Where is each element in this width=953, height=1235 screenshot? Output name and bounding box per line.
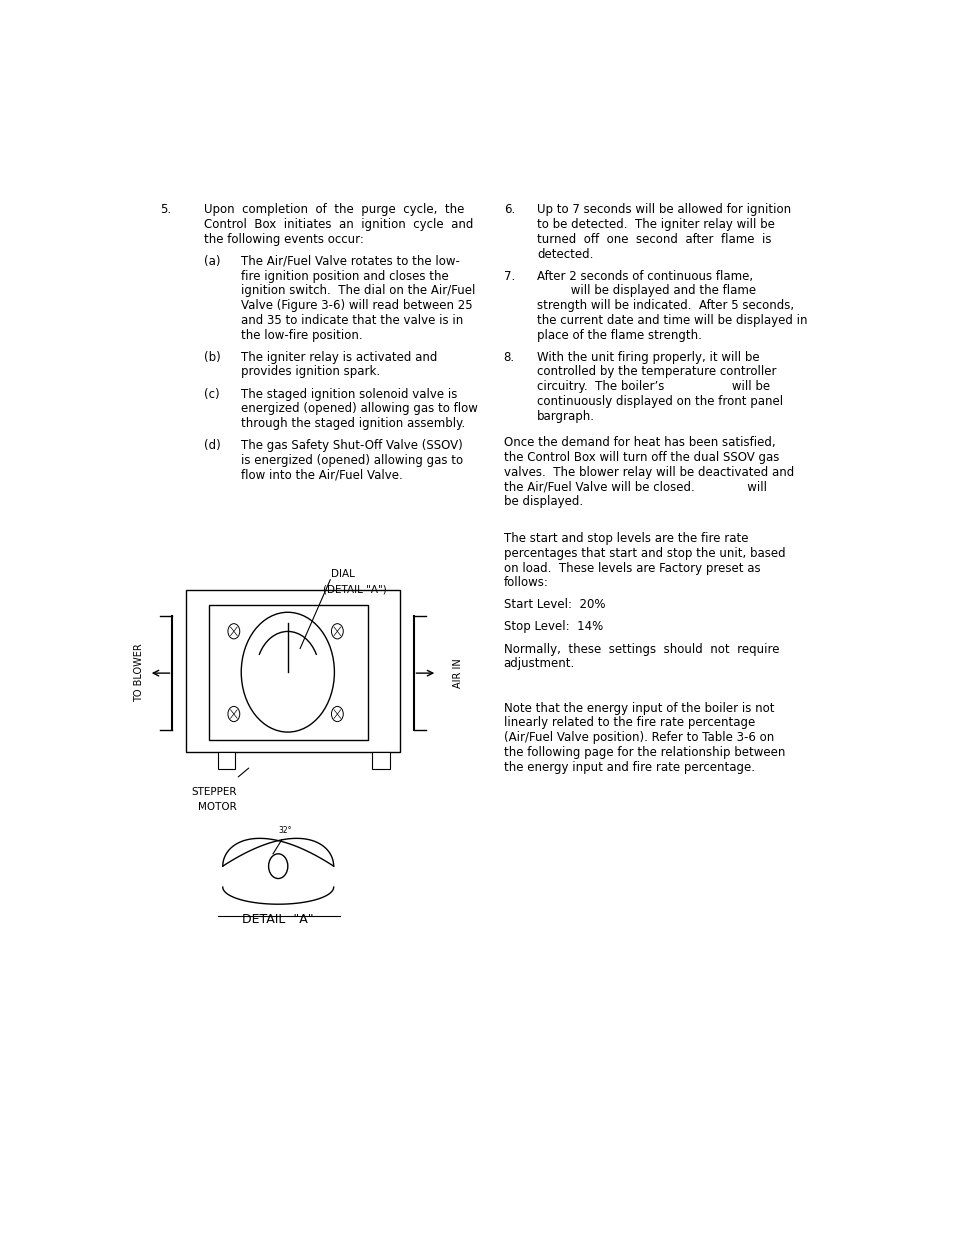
Text: bargraph.: bargraph.	[537, 410, 595, 422]
Text: energized (opened) allowing gas to flow: energized (opened) allowing gas to flow	[241, 403, 477, 415]
Text: Upon  completion  of  the  purge  cycle,  the: Upon completion of the purge cycle, the	[204, 204, 464, 216]
Text: (d): (d)	[204, 440, 221, 452]
Text: the following page for the relationship between: the following page for the relationship …	[503, 746, 784, 758]
Bar	[217, 752, 235, 769]
Text: 6.: 6.	[503, 204, 515, 216]
Text: (DETAIL "A"): (DETAIL "A")	[322, 584, 386, 595]
Text: After 2 seconds of continuous flame,: After 2 seconds of continuous flame,	[537, 269, 752, 283]
Text: follows:: follows:	[503, 577, 548, 589]
Text: the low-fire position.: the low-fire position.	[241, 329, 362, 342]
Text: (b): (b)	[204, 351, 221, 364]
Text: continuously displayed on the front panel: continuously displayed on the front pane…	[537, 395, 782, 408]
Bar	[372, 752, 390, 769]
Text: Note that the energy input of the boiler is not: Note that the energy input of the boiler…	[503, 701, 774, 715]
Text: on load.  These levels are Factory preset as: on load. These levels are Factory preset…	[503, 562, 760, 574]
Text: to be detected.  The igniter relay will be: to be detected. The igniter relay will b…	[537, 219, 774, 231]
Text: detected.: detected.	[537, 247, 593, 261]
Text: Stop Level:  14%: Stop Level: 14%	[503, 620, 602, 634]
Text: MOTOR: MOTOR	[197, 802, 236, 811]
Text: strength will be indicated.  After 5 seconds,: strength will be indicated. After 5 seco…	[537, 299, 793, 312]
Text: The staged ignition solenoid valve is: The staged ignition solenoid valve is	[241, 388, 457, 400]
Text: The Air/Fuel Valve rotates to the low-: The Air/Fuel Valve rotates to the low-	[241, 254, 459, 268]
Text: 7.: 7.	[503, 269, 515, 283]
Text: the current date and time will be displayed in: the current date and time will be displa…	[537, 314, 806, 327]
Text: provides ignition spark.: provides ignition spark.	[241, 366, 380, 378]
Text: Up to 7 seconds will be allowed for ignition: Up to 7 seconds will be allowed for igni…	[537, 204, 790, 216]
Text: (Air/Fuel Valve position). Refer to Table 3-6 on: (Air/Fuel Valve position). Refer to Tabl…	[503, 731, 773, 743]
Text: (a): (a)	[204, 254, 220, 268]
Text: 5.: 5.	[160, 204, 171, 216]
Text: (c): (c)	[204, 388, 220, 400]
Text: fire ignition position and closes the: fire ignition position and closes the	[241, 269, 449, 283]
Text: Start Level:  20%: Start Level: 20%	[503, 599, 604, 611]
Text: DETAIL  "A": DETAIL "A"	[242, 913, 314, 926]
Text: ignition switch.  The dial on the Air/Fuel: ignition switch. The dial on the Air/Fue…	[241, 284, 476, 298]
Circle shape	[241, 613, 335, 732]
Bar	[210, 605, 368, 740]
Text: be displayed.: be displayed.	[503, 495, 582, 508]
Text: The igniter relay is activated and: The igniter relay is activated and	[241, 351, 437, 364]
Text: Normally,  these  settings  should  not  require: Normally, these settings should not requ…	[503, 642, 779, 656]
Text: DIAL: DIAL	[331, 569, 355, 579]
Text: The start and stop levels are the fire rate: The start and stop levels are the fire r…	[503, 532, 747, 545]
Text: STEPPER: STEPPER	[192, 787, 237, 798]
Text: is energized (opened) allowing gas to: is energized (opened) allowing gas to	[241, 454, 463, 467]
Text: the Air/Fuel Valve will be closed.              will: the Air/Fuel Valve will be closed. will	[503, 480, 766, 494]
Text: controlled by the temperature controller: controlled by the temperature controller	[537, 366, 776, 378]
Text: turned  off  one  second  after  flame  is: turned off one second after flame is	[537, 233, 771, 246]
Text: the energy input and fire rate percentage.: the energy input and fire rate percentag…	[503, 761, 754, 773]
Text: circuitry.  The boiler’s                  will be: circuitry. The boiler’s will be	[537, 380, 769, 393]
Text: through the staged ignition assembly.: through the staged ignition assembly.	[241, 417, 465, 430]
Text: TO BLOWER: TO BLOWER	[134, 643, 144, 703]
Text: With the unit firing properly, it will be: With the unit firing properly, it will b…	[537, 351, 759, 364]
Text: 32°: 32°	[278, 826, 292, 835]
Text: the Control Box will turn off the dual SSOV gas: the Control Box will turn off the dual S…	[503, 451, 779, 464]
Text: AIR IN: AIR IN	[453, 658, 462, 688]
Text: 8.: 8.	[503, 351, 515, 364]
Circle shape	[228, 706, 239, 721]
Text: percentages that start and stop the unit, based: percentages that start and stop the unit…	[503, 547, 784, 559]
Text: Once the demand for heat has been satisfied,: Once the demand for heat has been satisf…	[503, 436, 775, 450]
Text: will be displayed and the flame: will be displayed and the flame	[537, 284, 756, 298]
Text: adjustment.: adjustment.	[503, 657, 575, 671]
Bar	[186, 590, 400, 752]
Text: the following events occur:: the following events occur:	[204, 233, 364, 246]
Text: linearly related to the fire rate percentage: linearly related to the fire rate percen…	[503, 716, 754, 730]
Text: and 35 to indicate that the valve is in: and 35 to indicate that the valve is in	[241, 314, 463, 327]
Circle shape	[269, 853, 288, 878]
Text: Control  Box  initiates  an  ignition  cycle  and: Control Box initiates an ignition cycle …	[204, 219, 473, 231]
Circle shape	[228, 624, 239, 638]
Text: Valve (Figure 3-6) will read between 25: Valve (Figure 3-6) will read between 25	[241, 299, 473, 312]
Text: place of the flame strength.: place of the flame strength.	[537, 329, 701, 342]
Text: flow into the Air/Fuel Valve.: flow into the Air/Fuel Valve.	[241, 468, 402, 482]
Text: The gas Safety Shut-Off Valve (SSOV): The gas Safety Shut-Off Valve (SSOV)	[241, 440, 462, 452]
Circle shape	[331, 706, 343, 721]
Text: valves.  The blower relay will be deactivated and: valves. The blower relay will be deactiv…	[503, 466, 793, 479]
Circle shape	[331, 624, 343, 638]
